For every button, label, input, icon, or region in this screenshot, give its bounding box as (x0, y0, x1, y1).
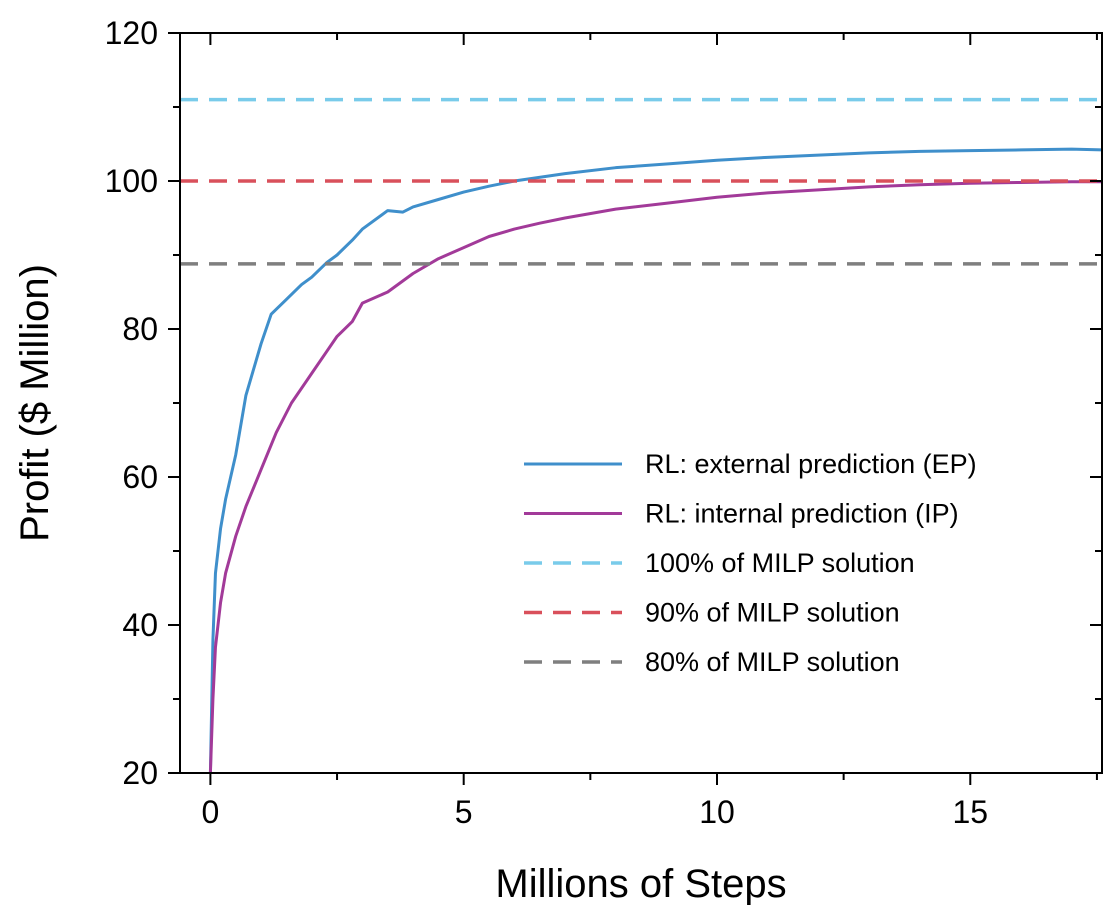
y-tick-label: 20 (122, 755, 158, 791)
legend-label-rl-external-prediction-ep: RL: external prediction (EP) (645, 449, 977, 479)
x-tick-label: 0 (201, 794, 219, 830)
x-tick-label: 15 (952, 794, 988, 830)
legend: RL: external prediction (EP) RL: internal… (524, 449, 977, 677)
legend-label-80-of-milp-solution: 80% of MILP solution (645, 647, 900, 677)
y-tick-label: 120 (105, 15, 158, 51)
x-tick-label: 5 (455, 794, 473, 830)
x-axis-title: Millions of Steps (495, 862, 786, 905)
ticks-layer: 0 5 10 15 20 40 60 80 100 120 (105, 15, 1102, 830)
legend-label-rl-internal-prediction-ip: RL: internal prediction (IP) (645, 499, 959, 529)
y-tick-label: 80 (122, 311, 158, 347)
y-tick-label: 100 (105, 163, 158, 199)
y-axis-title: Profit ($ Million) (13, 264, 57, 542)
series-line-rl-internal-prediction-ip (208, 180, 1102, 773)
plot-area-frame (179, 32, 1103, 774)
legend-label-90-of-milp-solution: 90% of MILP solution (645, 598, 900, 628)
y-tick-label: 40 (122, 607, 158, 643)
x-tick-label: 10 (699, 794, 735, 830)
series-line-rl-external-prediction-ep (208, 147, 1102, 773)
legend-label-100-of-milp-solution: 100% of MILP solution (645, 548, 915, 578)
series-layer (180, 97, 1102, 773)
y-tick-label: 60 (122, 459, 158, 495)
